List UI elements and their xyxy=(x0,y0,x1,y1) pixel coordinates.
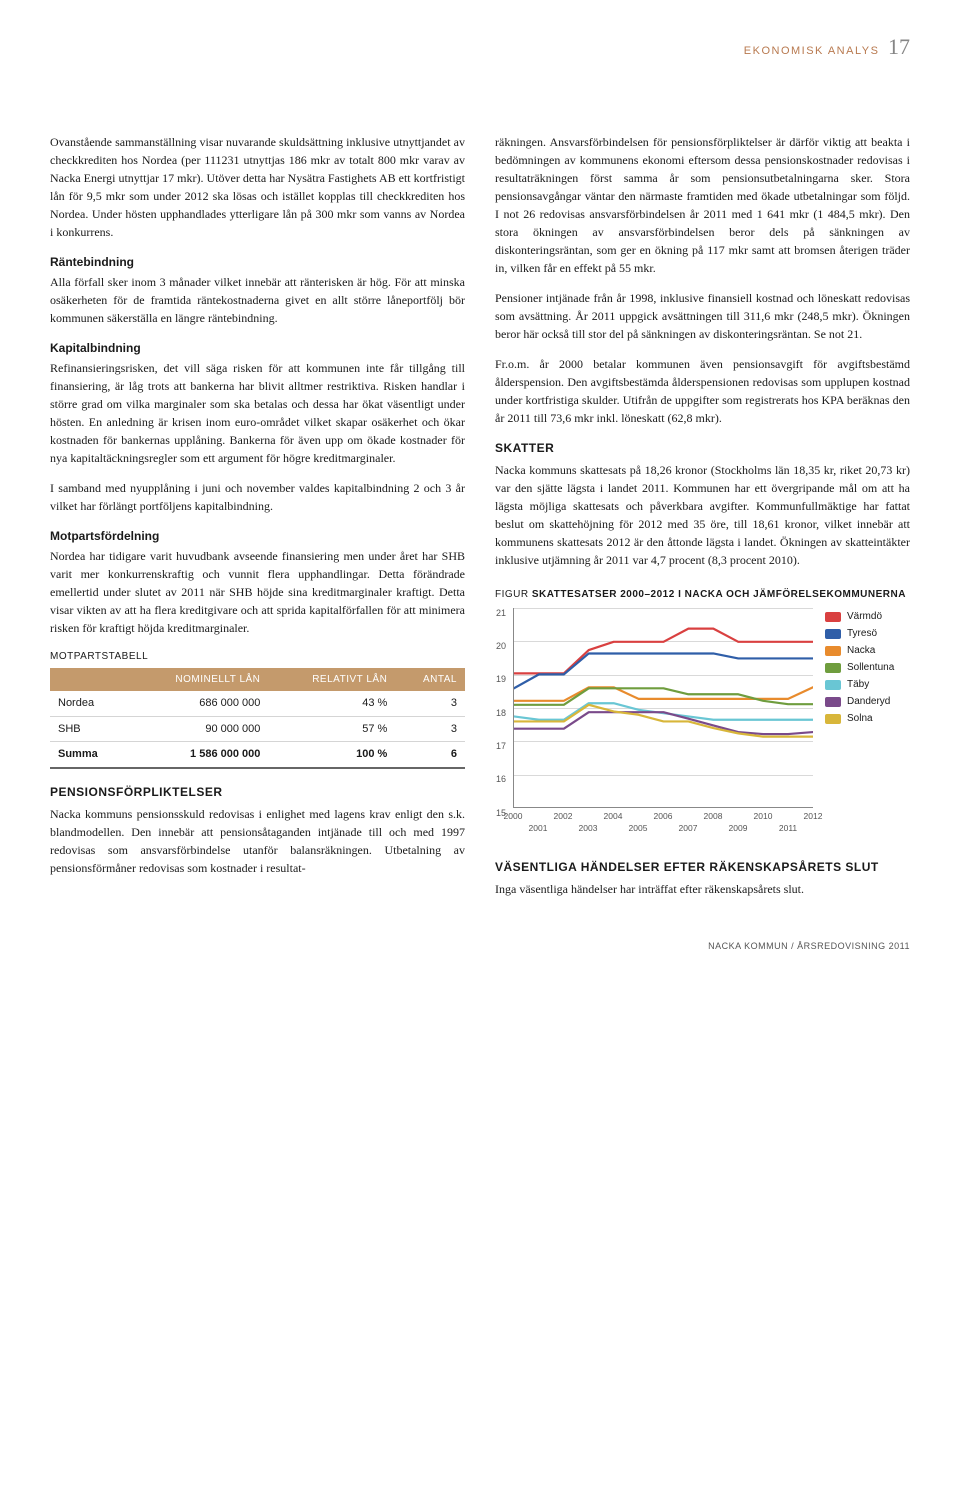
legend-label: Tyresö xyxy=(847,625,877,642)
table-caption: MOTPARTSTABELL xyxy=(50,649,465,664)
legend-item: Solna xyxy=(825,710,894,727)
legend-label: Nacka xyxy=(847,642,875,659)
legend-swatch xyxy=(825,629,841,639)
table-sum-row: Summa 1 586 000 000 100 % 6 xyxy=(50,742,465,768)
chart-x-tick: 2003 xyxy=(579,822,598,835)
table-row: Nordea 686 000 000 43 % 3 xyxy=(50,691,465,716)
legend-item: Danderyd xyxy=(825,693,894,710)
section-heading-vasentliga: VÄSENTLIGA HÄNDELSER EFTER RÄKENSKAPSÅRE… xyxy=(495,858,910,876)
legend-item: Värmdö xyxy=(825,608,894,625)
two-column-layout: Ovanstående sammanställning visar nuvara… xyxy=(50,133,910,910)
table-col-nominal: NOMINELLT LÅN xyxy=(128,668,269,691)
chart-x-tick: 2011 xyxy=(779,822,797,835)
body-paragraph: I samband med nyupplåning i juni och nov… xyxy=(50,479,465,515)
legend-label: Värmdö xyxy=(847,608,882,625)
subhead-kapitalbindning: Kapitalbindning xyxy=(50,339,465,357)
body-paragraph: Alla förfall sker inom 3 månader vilket … xyxy=(50,273,465,327)
table-col-name xyxy=(50,668,128,691)
body-paragraph: Nacka kommuns pensionsskuld redovisas i … xyxy=(50,805,465,877)
page-header: EKONOMISK ANALYS 17 xyxy=(50,30,910,63)
section-name: EKONOMISK ANALYS xyxy=(744,45,880,57)
body-paragraph: Nordea har tidigare varit huvudbank avse… xyxy=(50,547,465,637)
chart-x-tick: 2001 xyxy=(529,822,548,835)
chart-x-tick: 2008 xyxy=(704,810,723,823)
chart-x-tick: 2000 xyxy=(504,810,523,823)
body-paragraph: Ovanstående sammanställning visar nuvara… xyxy=(50,133,465,241)
legend-swatch xyxy=(825,714,841,724)
chart-y-tick: 17 xyxy=(496,740,506,754)
chart-y-tick: 21 xyxy=(496,606,506,620)
body-paragraph: Refinansieringsrisken, det vill säga ris… xyxy=(50,359,465,467)
legend-item: Tyresö xyxy=(825,625,894,642)
page-footer: NACKA KOMMUN / ÅRSREDOVISNING 2011 xyxy=(50,940,910,954)
legend-swatch xyxy=(825,612,841,622)
legend-label: Sollentuna xyxy=(847,659,894,676)
page-number: 17 xyxy=(888,34,910,59)
legend-item: Nacka xyxy=(825,642,894,659)
section-heading-pension: PENSIONSFÖRPLIKTELSER xyxy=(50,783,465,801)
chart-caption: FIGUR SKATTESATSER 2000–2012 I NACKA OCH… xyxy=(495,587,910,602)
chart-x-tick: 2007 xyxy=(679,822,698,835)
legend-item: Sollentuna xyxy=(825,659,894,676)
chart-x-tick: 2012 xyxy=(804,810,823,823)
legend-swatch xyxy=(825,697,841,707)
chart-x-tick: 2009 xyxy=(729,822,748,835)
table-col-relative: RELATIVT LÅN xyxy=(268,668,395,691)
legend-swatch xyxy=(825,663,841,673)
body-paragraph: Fr.o.m. år 2000 betalar kommunen även pe… xyxy=(495,355,910,427)
chart-x-tick: 2005 xyxy=(629,822,648,835)
chart-y-tick: 18 xyxy=(496,706,506,720)
table-row: SHB 90 000 000 57 % 3 xyxy=(50,716,465,742)
subhead-rantebindning: Räntebindning xyxy=(50,253,465,271)
left-column: Ovanstående sammanställning visar nuvara… xyxy=(50,133,465,910)
chart-x-labels: 2000200220042006200820102012200120032005… xyxy=(513,810,813,840)
counterparty-table: NOMINELLT LÅN RELATIVT LÅN ANTAL Nordea … xyxy=(50,668,465,769)
legend-label: Solna xyxy=(847,710,873,727)
chart-x-tick: 2002 xyxy=(554,810,573,823)
legend-label: Danderyd xyxy=(847,693,890,710)
chart-y-tick: 20 xyxy=(496,640,506,654)
table-col-count: ANTAL xyxy=(395,668,465,691)
table-header-row: NOMINELLT LÅN RELATIVT LÅN ANTAL xyxy=(50,668,465,691)
chart-y-tick: 16 xyxy=(496,773,506,787)
legend-swatch xyxy=(825,680,841,690)
legend-item: Täby xyxy=(825,676,894,693)
right-column: räkningen. Ansvarsförbindelsen för pensi… xyxy=(495,133,910,910)
chart-y-tick: 19 xyxy=(496,673,506,687)
chart-x-tick: 2010 xyxy=(754,810,773,823)
body-paragraph: Nacka kommuns skattesats på 18,26 kronor… xyxy=(495,461,910,569)
chart-x-tick: 2006 xyxy=(654,810,673,823)
tax-rate-chart: 15161718192021 2000 2002 2004 2006 2008 2010 2… xyxy=(495,608,910,840)
legend-label: Täby xyxy=(847,676,869,693)
body-paragraph: Pensioner intjänade från år 1998, inklus… xyxy=(495,289,910,343)
chart-legend: VärmdöTyresöNackaSollentunaTäbyDanderydS… xyxy=(825,608,894,727)
legend-swatch xyxy=(825,646,841,656)
section-heading-skatter: SKATTER xyxy=(495,439,910,457)
chart-plot-area: 15161718192021 xyxy=(513,608,813,808)
subhead-motpartsfordelning: Motpartsfördelning xyxy=(50,527,465,545)
chart-x-tick: 2004 xyxy=(604,810,623,823)
body-paragraph: räkningen. Ansvarsförbindelsen för pensi… xyxy=(495,133,910,277)
body-paragraph: Inga väsentliga händelser har inträffat … xyxy=(495,880,910,898)
